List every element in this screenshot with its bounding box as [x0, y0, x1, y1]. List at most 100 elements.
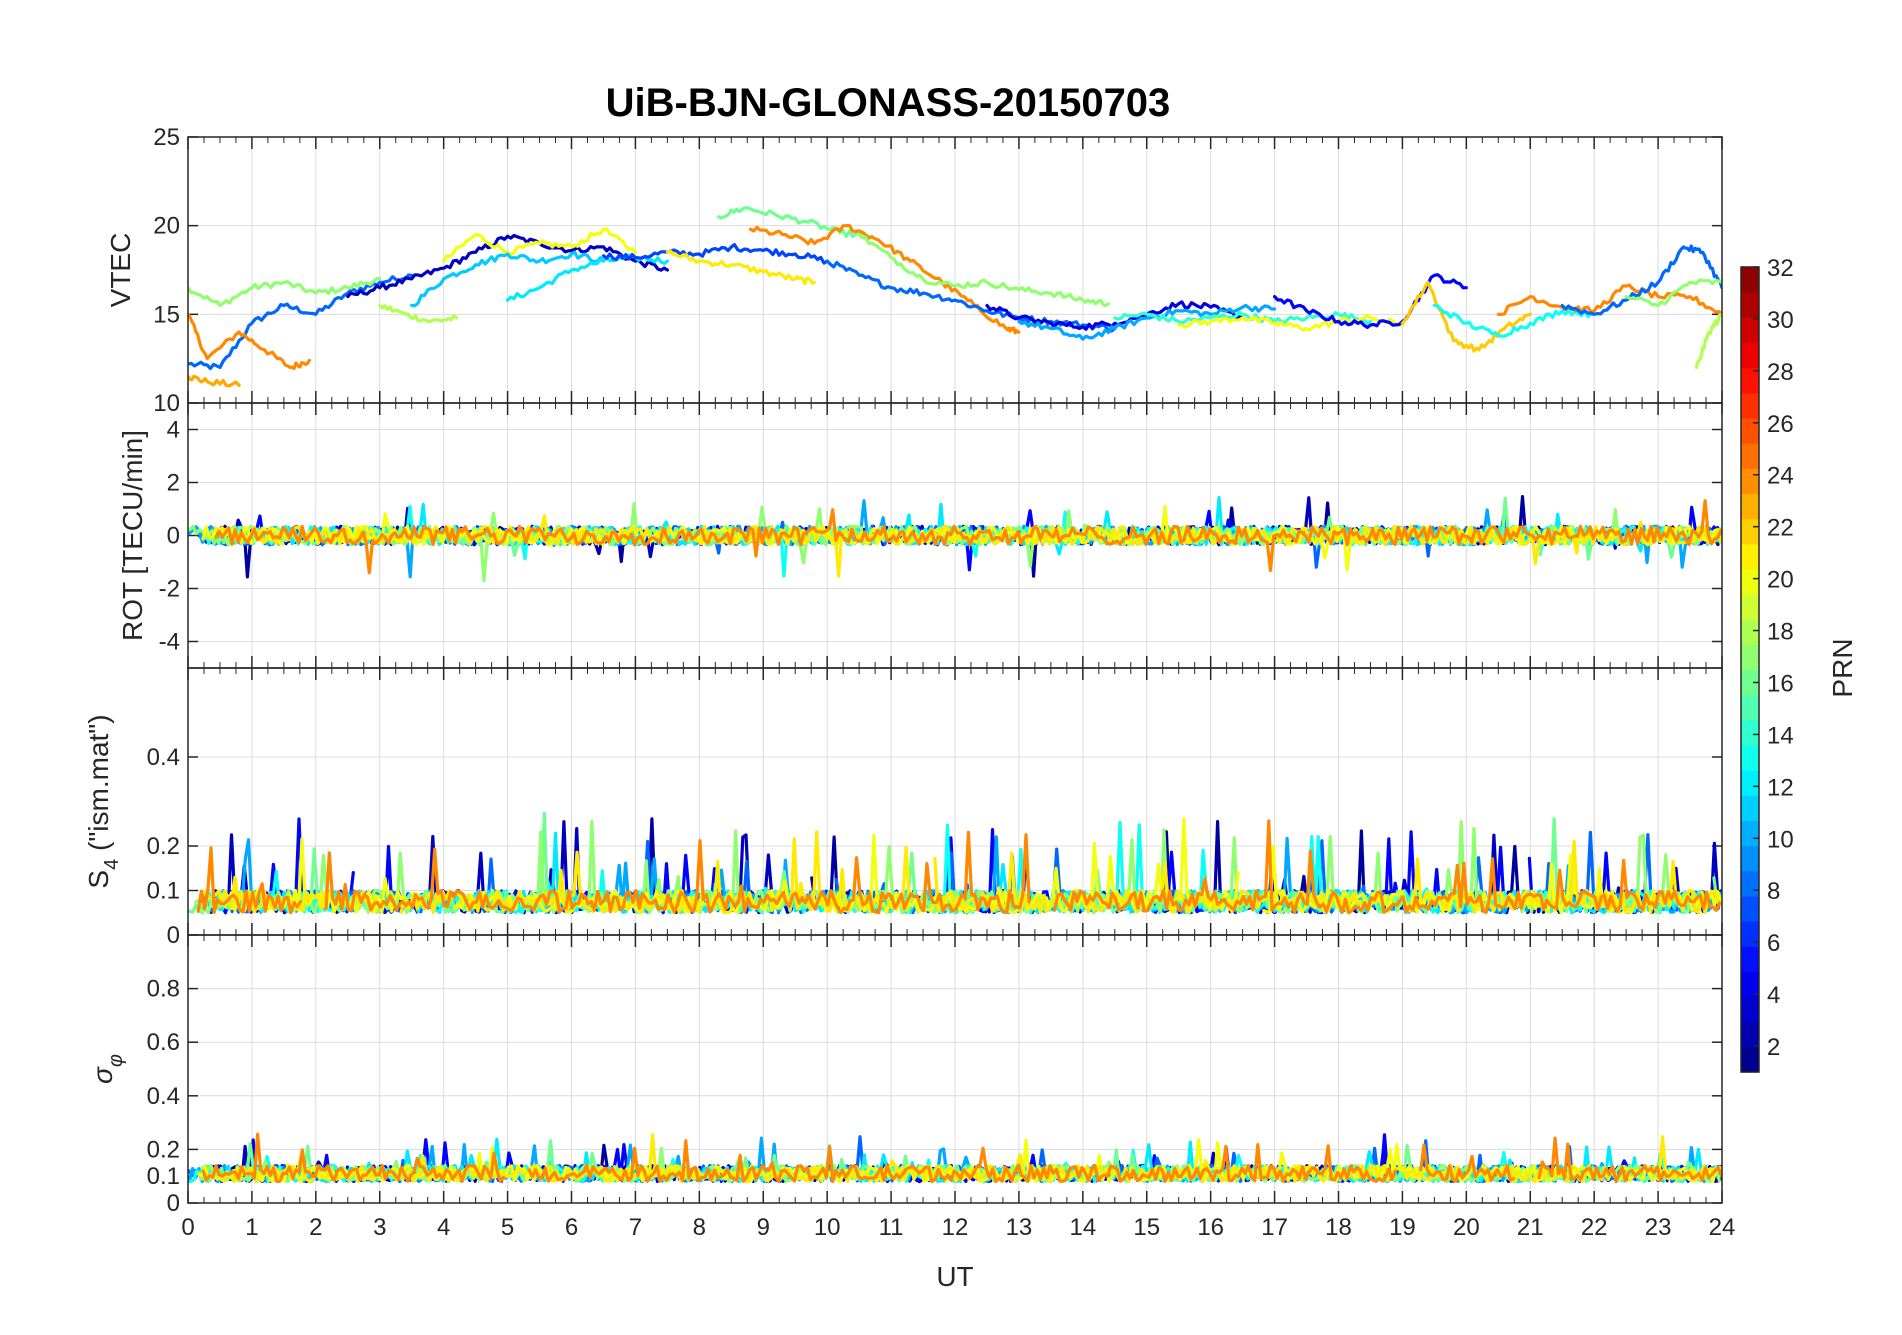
- x-tick-label: 18: [1325, 1214, 1352, 1241]
- series-prn-14: [1113, 310, 1373, 325]
- y-axis-label: σφ: [87, 1054, 127, 1084]
- colorbar-segment: [1741, 845, 1759, 872]
- y-tick-label: 0.1: [147, 1163, 180, 1190]
- series-prn-8: [1560, 244, 1722, 316]
- colorbar-tick-label: 10: [1767, 826, 1794, 853]
- colorbar-segment: [1741, 594, 1759, 620]
- series-prn-24: [214, 499, 1722, 575]
- y-tick-label: -2: [159, 576, 180, 603]
- series-prn-7: [601, 243, 829, 265]
- colorbar-tick-label: 32: [1767, 255, 1794, 282]
- x-tick-label: 1: [245, 1214, 258, 1241]
- colorbar-segment: [1741, 770, 1759, 796]
- series-prn-4: [985, 300, 1245, 331]
- series-prn-24: [201, 1132, 1722, 1184]
- series-group: [188, 811, 1722, 915]
- x-tick-label: 10: [814, 1214, 841, 1241]
- colorbar-segment: [1741, 568, 1759, 595]
- colorbar-segment: [1741, 921, 1759, 947]
- y-tick-label: 20: [153, 213, 180, 240]
- colorbar-segment: [1741, 518, 1759, 545]
- colorbar-segment: [1741, 669, 1759, 696]
- colorbar-segment: [1741, 543, 1759, 570]
- series-prn-17: [857, 232, 1110, 307]
- colorbar-segment: [1741, 870, 1759, 897]
- series-prn-23: [188, 374, 241, 388]
- colorbar-segment: [1741, 417, 1759, 444]
- colorbar-segment: [1741, 820, 1759, 847]
- x-tick-label: 8: [693, 1214, 706, 1241]
- series-prn-24: [196, 819, 1722, 915]
- colorbar-segment: [1741, 619, 1759, 645]
- x-tick-label: 11: [879, 1214, 904, 1241]
- panel-rot: -4 -2 0 2 4 ROT [TECU/min]: [117, 402, 1723, 669]
- colorbar-segment: [1741, 644, 1759, 671]
- colorbar-tick-label: 4: [1767, 982, 1780, 1009]
- colorbar-segment: [1741, 468, 1759, 495]
- colorbar-tick-label: 18: [1767, 619, 1794, 646]
- series-prn-11: [410, 250, 606, 308]
- x-tick-label: 4: [437, 1214, 450, 1241]
- series-prn-22: [1400, 280, 1532, 353]
- colorbar-segment: [1741, 971, 1759, 998]
- x-tick-label: 6: [565, 1214, 578, 1241]
- series-prn-3: [346, 233, 669, 299]
- colorbar-segment: [1741, 443, 1759, 469]
- y-tick-label: 0.2: [147, 1136, 180, 1163]
- colorbar-segment: [1741, 744, 1759, 771]
- x-tick-label: 21: [1517, 1214, 1544, 1241]
- x-tick-label: 17: [1261, 1214, 1288, 1241]
- colorbar-segment: [1741, 292, 1759, 318]
- colorbar-segment: [1741, 1021, 1759, 1048]
- x-tick-label: 3: [373, 1214, 386, 1241]
- colorbar-segment: [1741, 895, 1759, 922]
- x-tick-label: 7: [629, 1214, 642, 1241]
- y-tick-label: 0: [167, 1190, 180, 1217]
- y-tick-label: 0.4: [147, 744, 180, 771]
- colorbar-frame: [1740, 266, 1760, 1073]
- series-prn-21: [665, 249, 816, 286]
- series-prn-17: [188, 276, 382, 308]
- series-prn-8: [825, 259, 1117, 333]
- series-prn-24: [748, 223, 1021, 335]
- colorbar-label: PRN: [1827, 638, 1858, 697]
- y-tick-label: 25: [153, 124, 180, 151]
- y-axis-label: S4 ("ism.mat"): [83, 714, 123, 888]
- x-tick-label: 9: [757, 1214, 770, 1241]
- y-axis-label: ROT [TECU/min]: [117, 430, 148, 641]
- y-tick-label: 0: [167, 523, 180, 550]
- colorbar-segment: [1741, 996, 1759, 1023]
- y-tick-label: 0: [167, 922, 180, 949]
- x-tick-label: 16: [1197, 1214, 1224, 1241]
- colorbar-tick-label: 8: [1767, 878, 1780, 905]
- series-prn-17: [1624, 278, 1722, 308]
- colorbar-segment: [1741, 267, 1759, 293]
- x-tick-label: 2: [309, 1214, 322, 1241]
- colorbar-tick-label: 16: [1767, 670, 1794, 697]
- colorbar-tick-label: 2: [1767, 1034, 1780, 1061]
- x-tick-label: 0: [181, 1214, 194, 1241]
- colorbar-segment: [1741, 795, 1759, 822]
- x-tick-label: 13: [1006, 1214, 1033, 1241]
- series-prn-13: [1432, 303, 1596, 338]
- x-tick-label: 23: [1645, 1214, 1672, 1241]
- colorbar-segment: [1741, 392, 1759, 419]
- x-tick-label: 19: [1389, 1214, 1416, 1241]
- x-tick-label: 20: [1453, 1214, 1480, 1241]
- x-tick-label: 15: [1133, 1214, 1160, 1241]
- series-prn-18: [378, 303, 459, 324]
- colorbar-segment: [1741, 1046, 1759, 1073]
- series-prn-24: [188, 312, 311, 370]
- colorbar-segment: [1741, 946, 1759, 972]
- x-axis-label: UT: [936, 1261, 973, 1292]
- series-prn-20: [442, 227, 637, 263]
- series-group: [188, 495, 1722, 583]
- y-tick-label: 2: [167, 470, 180, 497]
- colorbar-segment: [1741, 719, 1759, 746]
- y-tick-label: 0.6: [147, 1029, 180, 1056]
- x-tick-label: 22: [1581, 1214, 1608, 1241]
- colorbar-tick-label: 6: [1767, 930, 1780, 957]
- x-tick-label: 5: [501, 1214, 514, 1241]
